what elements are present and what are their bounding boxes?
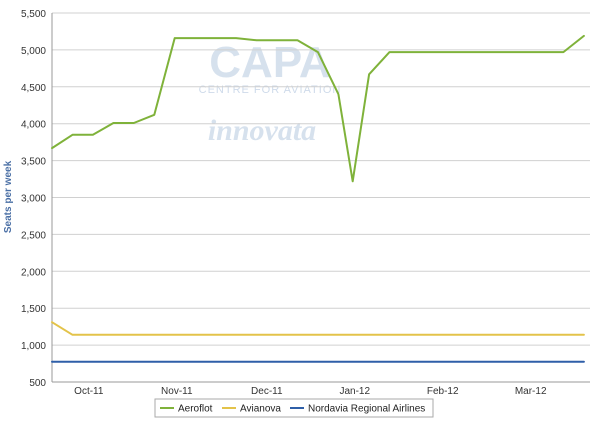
y-tick-labels: 500 1,000 1,500 2,000 2,500 3,000 3,500 4,000 4,… [21,9,46,389]
axes [51,13,590,383]
x-tick-label: Oct-11 [74,386,104,397]
series-line [51,321,585,336]
legend: Aeroflot Avianova Nordavia Regional Airlin… [154,398,434,418]
x-tick-label: Nov-11 [161,386,193,397]
capa-innovata-watermark: CAPA CENTRE FOR AVIATION innovata [199,38,342,147]
x-tick-label: Jan-12 [339,386,370,397]
legend-label: Nordavia Regional Airlines [308,404,425,415]
y-tick-label: 3,500 [21,157,46,168]
y-tick-label: 500 [29,378,46,389]
gridlines [52,12,590,346]
y-tick-label: 4,500 [21,83,46,94]
x-tick-labels: Oct-11 Nov-11 Dec-11 Jan-12 Feb-12 Mar-12 [74,386,547,397]
series-line [51,34,585,183]
legend-label: Avianova [240,404,281,415]
series-lines [51,34,585,363]
x-tick-label: Dec-11 [251,386,283,397]
x-tick-label: Feb-12 [427,386,459,397]
y-tick-label: 1,500 [21,304,46,315]
y-tick-label: 2,500 [21,230,46,241]
y-tick-label: 2,000 [21,267,46,278]
watermark-innovata: innovata [208,114,316,147]
watermark-capa-subtitle: CENTRE FOR AVIATION [199,84,342,96]
y-tick-label: 3,000 [21,194,46,205]
x-tick-label: Mar-12 [515,386,547,397]
y-axis-label: Seats per week [3,160,14,233]
watermark-capa: CAPA [209,38,330,87]
y-tick-label: 5,000 [21,46,46,57]
y-tick-label: 1,000 [21,341,46,352]
y-tick-label: 4,000 [21,120,46,131]
y-tick-label: 5,500 [21,9,46,20]
legend-label: Aeroflot [178,404,213,415]
